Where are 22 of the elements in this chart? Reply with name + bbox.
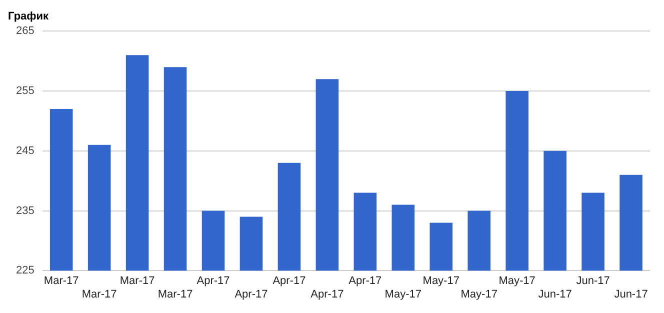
y-tick-label: 265 [16, 25, 34, 38]
x-tick-label: Apr-17 [310, 288, 344, 300]
x-tick-label: Mar-17 [158, 288, 193, 300]
x-tick-label: May-17 [460, 288, 498, 300]
x-tick-label: May-17 [384, 288, 422, 300]
x-tick-label: Apr-17 [348, 275, 382, 288]
x-tick-label: Apr-17 [272, 275, 306, 288]
y-tick-label: 255 [16, 85, 34, 98]
chart-title: График [8, 10, 50, 23]
x-tick-label: Jun-17 [614, 288, 648, 300]
x-tick-label: May-17 [422, 275, 460, 288]
y-tick-label: 225 [16, 264, 34, 277]
x-tick-label: Mar-17 [82, 288, 117, 300]
y-tick-label: 245 [16, 144, 34, 157]
x-tick-label: Jun-17 [576, 275, 610, 288]
x-tick-label: Apr-17 [234, 288, 268, 300]
x-tick-label: Mar-17 [120, 275, 155, 288]
y-tick-label: 235 [16, 204, 34, 217]
x-tick-label: Apr-17 [196, 275, 230, 288]
x-tick-label: Jun-17 [538, 288, 572, 300]
x-tick-label: Mar-17 [44, 275, 79, 288]
x-tick-label: May-17 [498, 275, 536, 288]
